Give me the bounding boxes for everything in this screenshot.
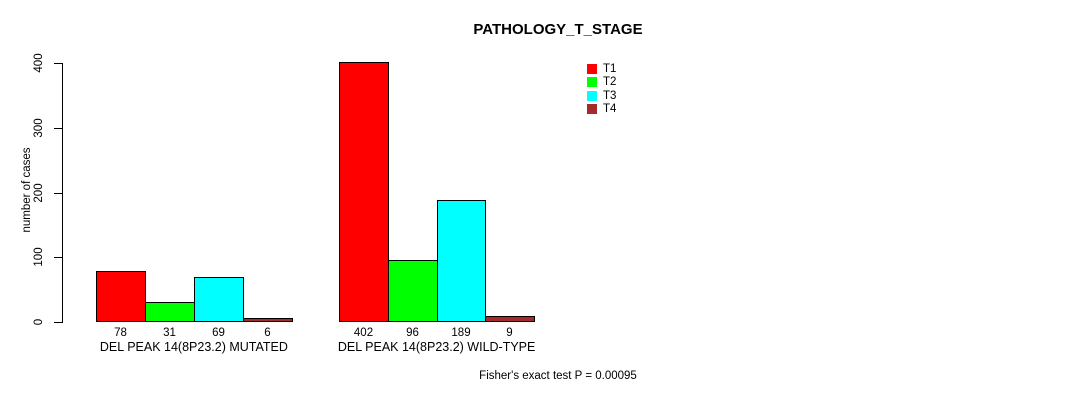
bar-t2-group1 (145, 302, 195, 322)
bar-t3-group2 (437, 200, 486, 322)
legend-label: T3 (603, 90, 617, 102)
bar-t3-group1 (194, 277, 244, 322)
bar-t4-group2 (485, 316, 535, 322)
bar-value-label: 78 (114, 327, 127, 339)
y-axis-tick-label: 200 (33, 183, 45, 203)
y-axis-tick (54, 322, 62, 323)
bar-value-label: 9 (506, 327, 513, 339)
y-axis-tick (54, 128, 62, 129)
y-axis-tick-label: 100 (33, 247, 45, 267)
category-label: DEL PEAK 14(8P23.2) WILD-TYPE (337, 340, 536, 354)
bar-value-label: 31 (163, 327, 176, 339)
legend-label: T4 (603, 103, 617, 115)
legend-swatch-t1 (587, 64, 597, 74)
bar-t4-group1 (243, 318, 293, 322)
chart-title: PATHOLOGY_T_STAGE (473, 21, 643, 38)
legend-item-t2: T2 (587, 76, 617, 88)
bar-t1-group1 (96, 271, 146, 322)
y-axis-tick (54, 257, 62, 258)
y-axis-tick-label: 0 (33, 318, 45, 326)
y-axis-tick-label: 400 (33, 53, 45, 73)
legend-swatch-t3 (587, 91, 597, 101)
legend-item-t4: T4 (587, 103, 617, 115)
bar-t2-group2 (388, 260, 438, 322)
bar-value-label: 189 (451, 327, 471, 339)
bar-value-label: 6 (264, 327, 271, 339)
legend-swatch-t4 (587, 104, 597, 114)
legend-label: T2 (603, 76, 617, 88)
legend-swatch-t2 (587, 77, 597, 87)
y-axis-line (62, 63, 63, 323)
bar-value-label: 96 (406, 327, 419, 339)
category-label: DEL PEAK 14(8P23.2) MUTATED (99, 340, 288, 354)
y-axis-tick (54, 63, 62, 64)
bar-value-label: 402 (353, 327, 374, 339)
bar-t1-group2 (339, 62, 389, 322)
legend-item-t3: T3 (587, 90, 617, 102)
legend-item-t1: T1 (587, 63, 617, 75)
y-axis-tick-label: 300 (33, 118, 45, 138)
fisher-test-annotation: Fisher's exact test P = 0.00095 (479, 370, 637, 382)
legend-label: T1 (603, 63, 617, 75)
y-axis-tick (54, 193, 62, 194)
bar-value-label: 69 (212, 327, 225, 339)
